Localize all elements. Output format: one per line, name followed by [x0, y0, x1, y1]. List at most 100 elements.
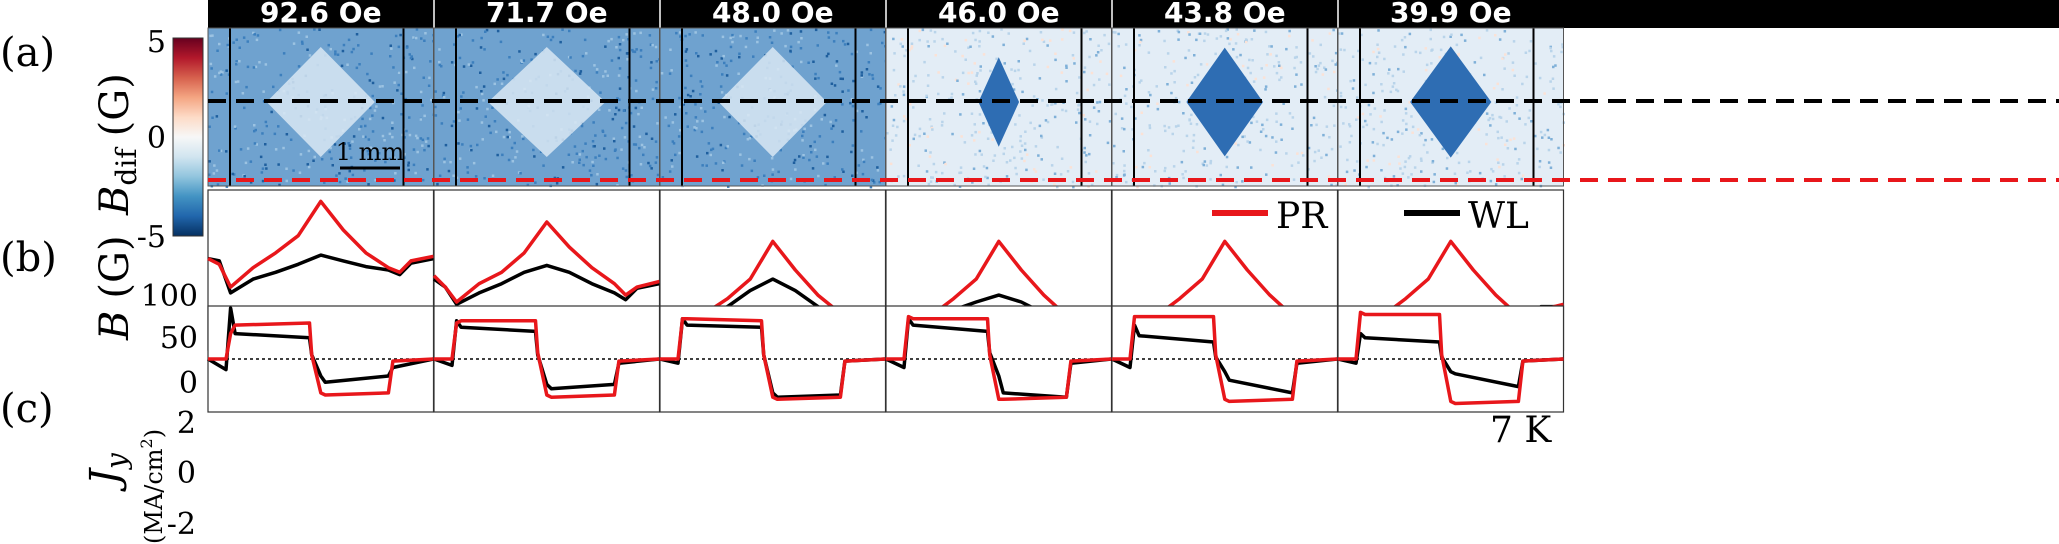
image-speckle	[413, 66, 416, 70]
image-speckle	[1351, 55, 1355, 58]
image-speckle	[832, 124, 835, 128]
image-speckle	[259, 155, 263, 159]
image-speckle	[799, 30, 803, 33]
image-speckle	[873, 181, 876, 184]
image-speckle	[744, 45, 748, 49]
image-speckle	[499, 40, 503, 44]
image-speckle	[1295, 46, 1298, 49]
image-speckle	[1002, 43, 1005, 47]
image-speckle	[1473, 61, 1477, 64]
image-speckle	[1528, 49, 1531, 53]
image-speckle	[539, 150, 543, 153]
image-speckle	[508, 130, 511, 134]
image-speckle	[1017, 60, 1020, 63]
image-speckle	[1264, 30, 1268, 34]
image-speckle	[1007, 32, 1010, 35]
image-speckle	[359, 125, 363, 128]
image-speckle	[1265, 173, 1268, 176]
image-speckle	[850, 52, 854, 56]
image-speckle	[1270, 45, 1273, 48]
image-speckle	[926, 135, 929, 138]
image-speckle	[368, 79, 372, 82]
image-speckle	[447, 169, 451, 173]
image-speckle	[381, 134, 385, 138]
field-header-label: 43.8 Oe	[1164, 0, 1286, 29]
image-speckle	[601, 129, 604, 133]
image-speckle	[1524, 51, 1528, 54]
image-speckle	[635, 89, 638, 93]
image-speckle	[729, 59, 733, 63]
image-speckle	[1164, 166, 1167, 170]
image-speckle	[239, 148, 243, 151]
image-speckle	[292, 169, 295, 172]
image-speckle	[340, 64, 344, 68]
image-speckle	[624, 121, 628, 125]
image-speckle	[1308, 52, 1312, 55]
image-speckle	[881, 41, 884, 45]
image-speckle	[910, 42, 914, 45]
image-speckle	[243, 175, 246, 178]
image-speckle	[471, 61, 475, 64]
image-speckle	[328, 150, 331, 154]
image-speckle	[1511, 68, 1515, 72]
image-speckle	[1262, 76, 1266, 79]
image-speckle	[693, 126, 696, 129]
image-speckle	[481, 138, 484, 141]
image-speckle	[1383, 57, 1386, 61]
image-speckle	[1040, 158, 1043, 161]
image-speckle	[1501, 57, 1504, 60]
image-speckle	[571, 161, 574, 164]
image-speckle	[643, 146, 646, 149]
image-speckle	[1234, 185, 1237, 189]
image-speckle	[1123, 169, 1126, 173]
image-speckle	[814, 72, 817, 76]
image-speckle	[1315, 123, 1318, 127]
image-speckle	[388, 157, 392, 161]
image-speckle	[1279, 123, 1283, 126]
image-speckle	[902, 119, 906, 123]
image-speckle	[1349, 79, 1352, 83]
image-speckle	[721, 73, 724, 76]
image-speckle	[789, 49, 792, 53]
image-speckle	[213, 75, 217, 78]
image-speckle	[403, 152, 406, 156]
image-speckle	[1209, 161, 1212, 165]
image-speckle	[1418, 133, 1422, 137]
image-speckle	[1259, 130, 1263, 133]
image-speckle	[685, 48, 689, 51]
image-speckle	[1146, 104, 1150, 108]
image-speckle	[1022, 42, 1025, 45]
image-speckle	[1134, 117, 1137, 120]
image-speckle	[937, 71, 940, 74]
image-speckle	[1087, 172, 1091, 175]
image-speckle	[502, 77, 506, 81]
image-speckle	[1141, 165, 1145, 169]
image-speckle	[489, 131, 492, 135]
image-speckle	[1114, 31, 1117, 34]
image-speckle	[649, 43, 653, 46]
image-speckle	[1506, 147, 1510, 150]
image-speckle	[318, 28, 321, 31]
image-speckle	[502, 135, 506, 139]
image-speckle	[502, 71, 505, 74]
image-speckle	[632, 143, 636, 146]
image-speckle	[1280, 76, 1283, 79]
image-speckle	[978, 40, 981, 43]
image-speckle	[1483, 73, 1486, 77]
image-speckle	[989, 69, 992, 73]
image-speckle	[1549, 80, 1552, 83]
image-speckle	[1373, 107, 1377, 110]
colorbar-label-main: B	[92, 186, 138, 216]
image-speckle	[602, 75, 605, 78]
image-speckle	[594, 134, 597, 137]
image-speckle	[235, 60, 238, 63]
image-speckle	[1053, 183, 1056, 186]
image-speckle	[1313, 150, 1317, 154]
image-speckle	[1018, 114, 1021, 117]
image-speckle	[1117, 32, 1120, 36]
image-speckle	[631, 48, 634, 52]
image-speckle	[1312, 55, 1315, 58]
image-speckle	[394, 172, 397, 175]
image-speckle	[1261, 123, 1264, 127]
image-speckle	[1275, 120, 1278, 123]
